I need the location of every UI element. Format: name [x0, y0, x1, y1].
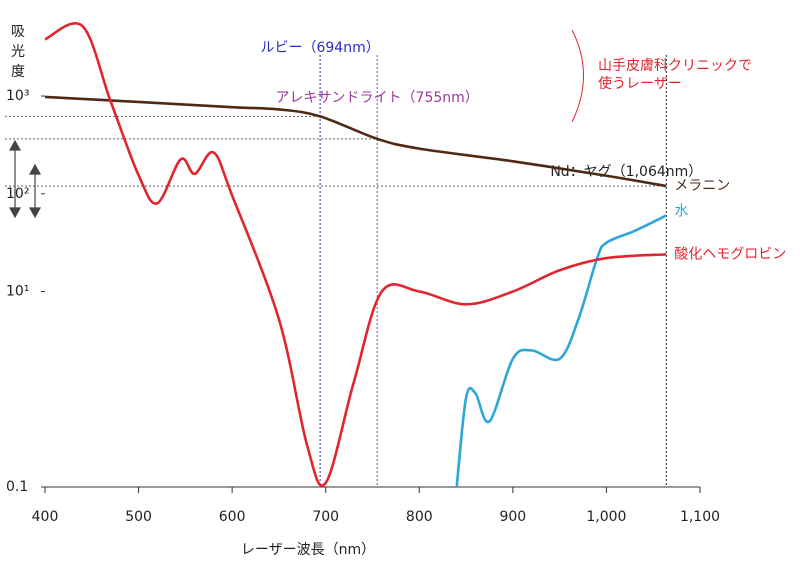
laser-label: ルビー（694nm） — [260, 40, 379, 56]
y-tick-label: 10³ — [6, 88, 29, 104]
x-tick-label: 400 — [32, 509, 59, 525]
y-tick-label: 10¹ — [6, 284, 29, 300]
laser-label: アレキサンドライト（755nm） — [276, 90, 479, 106]
x-tick-label: 1,100 — [680, 509, 720, 525]
x-tick-label: 500 — [125, 509, 152, 525]
series-label: メラニン — [674, 178, 730, 194]
range-arrows — [8, 139, 42, 219]
series-label: 水 — [674, 203, 688, 219]
y-axis-label: 光 — [11, 44, 25, 60]
series-line — [455, 214, 667, 488]
x-tick-label: 600 — [219, 509, 246, 525]
y-tick-label: 0.1 — [6, 479, 28, 495]
laser-label: Nd：ヤグ（1,064nm） — [550, 164, 702, 180]
y-axis-label: 度 — [11, 64, 25, 80]
x-tick-label: 800 — [406, 509, 433, 525]
series-label: 酸化ヘモグロビン — [674, 246, 786, 262]
x-tick-label: 900 — [499, 509, 526, 525]
y-tick-label: 10² — [6, 186, 29, 202]
series-line — [44, 95, 667, 188]
note-bracket — [571, 29, 584, 123]
note: 山手皮膚科クリニックで — [598, 58, 752, 74]
x-tick-label: 1,000 — [586, 509, 626, 525]
x-tick-label: 700 — [312, 509, 339, 525]
y-axis-label: 吸 — [11, 24, 25, 40]
note: 使うレーザー — [598, 75, 682, 92]
series-line — [44, 22, 667, 487]
x-axis-label: レーザー波長（nm） — [241, 542, 375, 558]
